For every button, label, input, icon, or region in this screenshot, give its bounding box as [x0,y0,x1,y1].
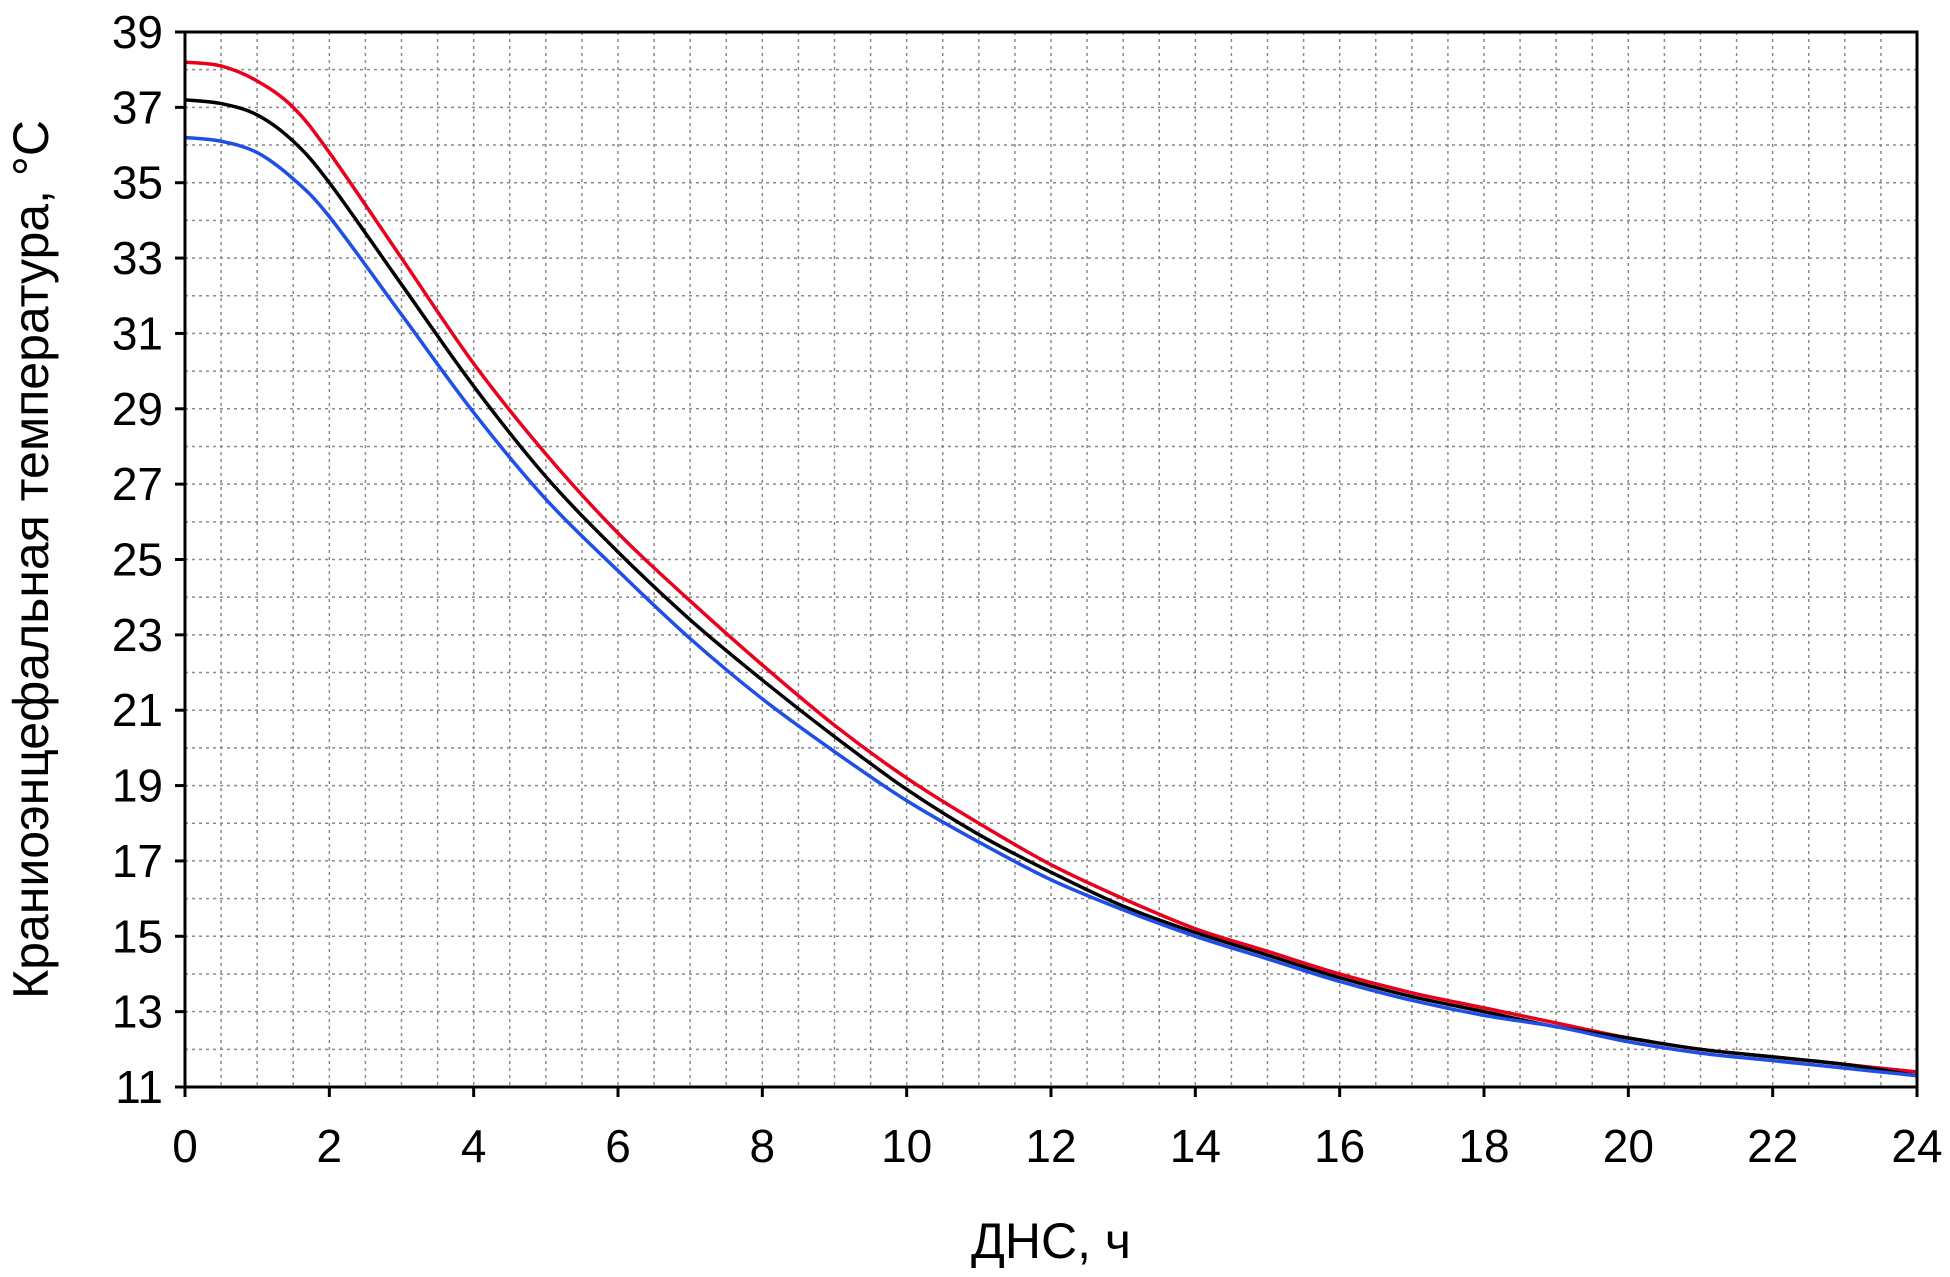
y-tick-label: 13 [112,986,163,1038]
x-tick-label: 8 [750,1120,776,1172]
grid [184,31,1918,1088]
y-tick-label: 39 [112,6,163,58]
y-tick-label: 15 [112,910,163,962]
x-axis-title: ДНС, ч [971,1213,1131,1269]
y-tick-label: 27 [112,458,163,510]
series-line-1 [184,60,1918,1074]
x-tick-label: 2 [317,1120,343,1172]
y-tick-label: 37 [112,81,163,133]
ticks: 0 2 4 6 8 10 12 14 16 18 20 22 241113151719212325272… [112,6,1943,1172]
x-tick-label: 4 [461,1120,487,1172]
x-tick-label: 16 [1314,1120,1365,1172]
x-tick-label: 0 [172,1120,198,1172]
series-line-3 [184,135,1918,1078]
y-tick-label: 17 [112,835,163,887]
y-axis-title: Краниоэнцефальная температура, °С [3,120,59,999]
y-tick-label: 25 [112,534,163,586]
y-tick-label: 33 [112,232,163,284]
x-tick-label: 10 [881,1120,932,1172]
x-tick-label: 22 [1747,1120,1798,1172]
x-tick-label: 20 [1603,1120,1654,1172]
x-tick-label: 24 [1891,1120,1942,1172]
y-tick-label: 21 [112,684,163,736]
x-tick-label: 12 [1025,1120,1076,1172]
y-tick-label: 31 [112,307,163,359]
series-lines [184,60,1918,1078]
y-tick-label: 23 [112,609,163,661]
y-tick-label: 29 [112,383,163,435]
x-tick-label: 14 [1170,1120,1221,1172]
x-tick-label: 6 [605,1120,631,1172]
y-tick-label: 19 [112,760,163,812]
x-tick-label: 18 [1458,1120,1509,1172]
y-tick-label: 35 [112,157,163,209]
y-tick-label: 11 [115,1061,163,1113]
